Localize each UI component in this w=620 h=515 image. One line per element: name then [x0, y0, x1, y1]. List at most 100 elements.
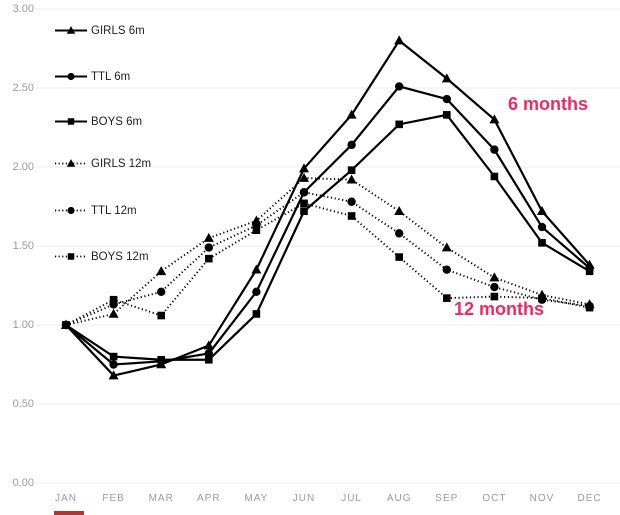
annotation-12-months: 12 months	[454, 299, 545, 319]
y-tick-label-0.00: 0.00	[12, 476, 34, 489]
series-boys-6m-line	[65, 113, 591, 361]
square-marker	[300, 207, 308, 216]
triangle-marker	[441, 73, 452, 83]
square-marker	[538, 239, 546, 247]
annotation-6-months: 6 months	[508, 94, 589, 114]
triangle-marker	[394, 35, 405, 45]
triangle-marker	[66, 159, 76, 167]
legend-ttl-6m-sample	[55, 72, 87, 81]
square-marker	[205, 355, 213, 364]
circle-marker	[347, 140, 356, 150]
triangle-marker	[537, 206, 547, 216]
x-tick-label-feb: FEB	[102, 493, 125, 504]
circle-marker	[395, 229, 404, 238]
triangle-marker	[299, 172, 309, 182]
square-marker	[538, 294, 546, 302]
circle-marker	[442, 94, 451, 104]
circle-marker	[252, 287, 261, 297]
x-tick-label-apr: APR	[197, 493, 221, 504]
circle-marker	[490, 282, 499, 292]
triangle-marker	[66, 26, 76, 34]
series-boys-12m-markers	[62, 199, 594, 329]
square-marker	[252, 310, 261, 318]
square-marker	[205, 254, 213, 263]
square-marker	[585, 303, 594, 312]
legend-item-girls-6m: GIRLS 6m	[54, 24, 145, 37]
circle-marker	[537, 222, 547, 232]
square-marker	[443, 294, 451, 302]
square-marker	[252, 226, 261, 234]
y-tick-label-0.50: 0.50	[12, 397, 34, 410]
triangle-marker	[108, 308, 119, 318]
x-tick-label-aug: AUG	[386, 493, 412, 504]
square-marker	[490, 292, 499, 301]
triangle-marker	[441, 242, 452, 252]
legend-boys-12m-sample	[55, 253, 87, 260]
bottom-edge-red-strip	[54, 511, 84, 515]
x-tick-label-nov: NOV	[529, 493, 555, 504]
square-marker	[157, 311, 165, 320]
circle-marker	[299, 188, 309, 197]
triangle-marker	[108, 370, 119, 380]
triangle-marker	[489, 114, 500, 124]
circle-marker	[347, 197, 356, 206]
legend-boys-6m-sample	[55, 118, 87, 125]
series-ttl-12m-line	[65, 191, 590, 326]
series-boys-6m-markers	[62, 111, 594, 364]
circle-marker	[157, 287, 166, 297]
x-tick-label-sep: SEP	[435, 493, 459, 504]
circle-marker	[204, 243, 213, 252]
circle-marker	[67, 72, 75, 81]
y-tick-label-3.00: 3.00	[12, 2, 34, 15]
circle-marker	[67, 206, 75, 215]
triangle-marker	[299, 163, 309, 173]
triangle-marker	[346, 109, 357, 119]
legend-label-boys-6m: BOYS 6m	[91, 115, 143, 128]
circle-marker	[395, 82, 404, 91]
legend-ttl-12m-sample	[55, 206, 87, 215]
square-marker	[109, 295, 118, 304]
y-tick-label-1.50: 1.50	[12, 239, 34, 252]
square-marker	[395, 120, 403, 129]
circle-marker	[109, 360, 118, 369]
circle-marker	[204, 349, 213, 358]
legend-girls-6m-sample	[55, 26, 87, 34]
series-girls-6m-markers	[61, 35, 595, 380]
legend-label-ttl-12m: TTL 12m	[91, 204, 137, 217]
triangle-marker	[394, 206, 405, 216]
x-tick-label-dec: DEC	[577, 493, 602, 504]
circle-marker	[490, 145, 499, 154]
y-tick-label-1.00: 1.00	[12, 318, 34, 331]
circle-marker	[442, 265, 451, 274]
legend-label-girls-6m: GIRLS 6m	[91, 24, 145, 37]
triangle-marker	[203, 232, 214, 242]
legend-girls-12m-sample	[55, 159, 87, 167]
square-marker	[347, 212, 356, 220]
triangle-marker	[251, 264, 262, 274]
legend-item-ttl-6m: TTL 6m	[54, 70, 130, 83]
x-tick-label-may: MAY	[244, 493, 269, 504]
square-marker	[347, 166, 356, 174]
square-marker	[67, 253, 75, 260]
x-tick-label-oct: OCT	[482, 493, 507, 504]
square-marker	[62, 321, 70, 329]
series-girls-6m-line	[65, 38, 591, 377]
x-tick-label-jun: JUN	[292, 493, 316, 504]
legend-label-boys-12m: BOYS 12m	[91, 250, 149, 263]
x-tick-label-jul: JUL	[341, 493, 362, 504]
square-marker	[300, 199, 308, 208]
square-marker	[585, 267, 594, 276]
y-tick-label-2.50: 2.50	[12, 81, 34, 94]
square-marker	[395, 253, 403, 261]
square-marker	[443, 111, 451, 119]
legend-item-girls-12m: GIRLS 12m	[54, 157, 151, 170]
legend-label-ttl-6m: TTL 6m	[91, 70, 131, 83]
series-ttl-6m-line	[65, 85, 591, 366]
x-tick-label-mar: MAR	[148, 493, 174, 504]
legend-label-girls-12m: GIRLS 12m	[91, 157, 152, 170]
y-tick-label-2.00: 2.00	[12, 160, 34, 173]
legend-item-ttl-12m: TTL 12m	[54, 204, 137, 217]
triangle-marker	[156, 266, 167, 276]
